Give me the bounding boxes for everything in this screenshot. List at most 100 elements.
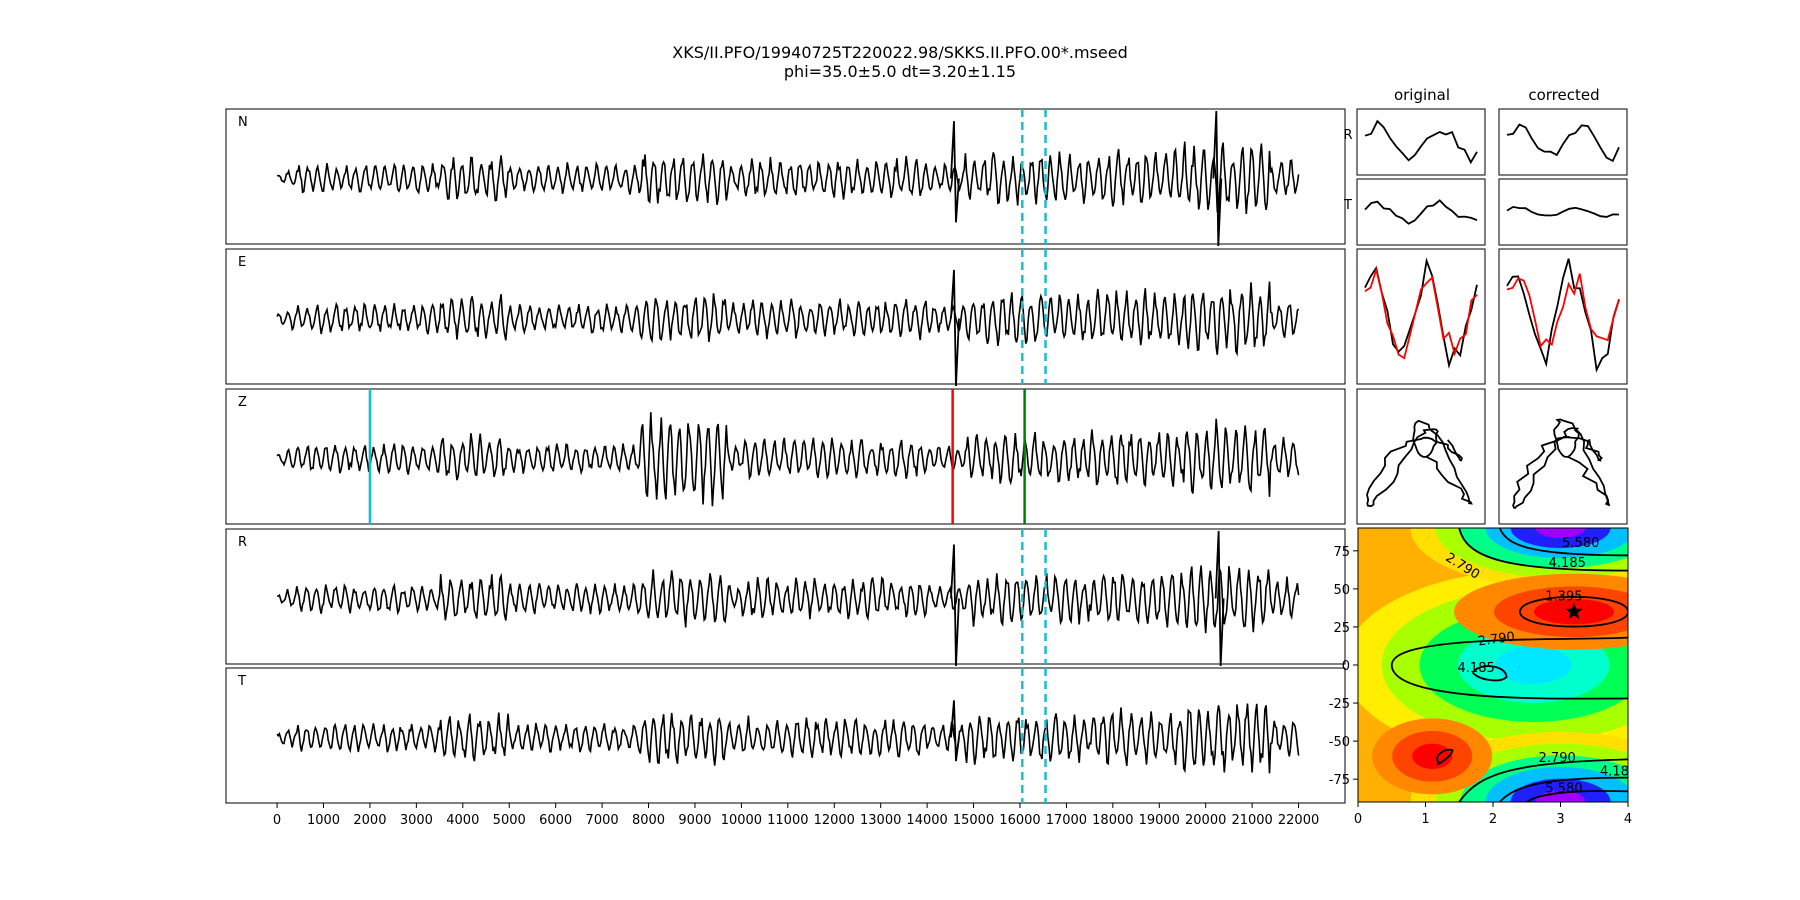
contour-line xyxy=(1519,596,1628,628)
contour-label: 4.18 xyxy=(1600,765,1629,780)
x-tick-label: 1000 xyxy=(307,813,340,828)
x-tick-label: 9000 xyxy=(678,813,711,828)
x-tick-label: 15000 xyxy=(953,813,994,828)
contour-label: 5.580 xyxy=(1545,781,1582,796)
panel-label: T xyxy=(237,674,246,689)
pm-box xyxy=(1498,108,1628,176)
contour-label: 2.790 xyxy=(1477,630,1516,650)
row-label-t: T xyxy=(1343,198,1352,213)
y-tick-label: 75 xyxy=(1333,545,1350,560)
arrival-spike xyxy=(950,544,960,667)
contour-label: 2.790 xyxy=(1539,751,1576,766)
contour-line xyxy=(1471,665,1508,682)
contour-line xyxy=(1499,776,1628,802)
trace-line xyxy=(276,281,1300,357)
x-tick-label: 11000 xyxy=(767,813,808,828)
particle-motion-curve xyxy=(1366,419,1473,508)
panel-label: Z xyxy=(238,395,247,410)
high-misfit-basin xyxy=(1495,646,1572,684)
x-tick-label: 13000 xyxy=(860,813,901,828)
x-tick-label: 5000 xyxy=(493,813,526,828)
panel-frame xyxy=(225,667,1346,804)
transverse-trace xyxy=(1506,205,1620,218)
slow-trace xyxy=(1506,273,1620,349)
panel-n: N xyxy=(225,108,1346,247)
contour-label: 1.395 xyxy=(1545,590,1582,605)
x-tick-label: 8000 xyxy=(632,813,665,828)
arrival-spike xyxy=(950,269,960,387)
fast-trace xyxy=(1364,257,1478,369)
pm-box xyxy=(1356,388,1486,525)
radial-trace xyxy=(1506,123,1620,163)
x-tick-label: 4000 xyxy=(446,813,479,828)
figure-subtitle: phi=35.0±5.0 dt=3.20±1.15 xyxy=(783,62,1017,81)
best-fit-star-icon xyxy=(1565,602,1583,619)
x-tick-label: 0 xyxy=(1354,812,1362,827)
x-tick-label: 20000 xyxy=(1185,813,1226,828)
x-tick-label: 3 xyxy=(1556,812,1564,827)
x-tick-label: 14000 xyxy=(906,813,947,828)
contour-label: 4.185 xyxy=(1458,661,1495,676)
trace-line xyxy=(276,141,1300,215)
y-tick-label: -75 xyxy=(1329,773,1350,788)
particle-motion-panels: original corrected R T xyxy=(1343,86,1628,525)
x-tick-label: 18000 xyxy=(1092,813,1133,828)
contour-line xyxy=(1458,758,1628,802)
panel-z: Z xyxy=(225,388,1346,525)
x-tick-label: 12000 xyxy=(814,813,855,828)
particle-motion-curve xyxy=(1512,418,1611,510)
panel-r: R xyxy=(225,528,1346,667)
error-surface-fill xyxy=(1358,528,1628,802)
arrival-spike xyxy=(950,121,960,223)
panel-label: R xyxy=(238,535,247,550)
y-tick-label: 50 xyxy=(1333,583,1350,598)
panel-e: E xyxy=(225,248,1346,387)
pm-frame xyxy=(1498,248,1628,385)
pm-frame xyxy=(1356,388,1486,525)
column-title-corrected: corrected xyxy=(1528,86,1599,104)
x-tick-label: 6000 xyxy=(539,813,572,828)
x-tick-label: 19000 xyxy=(1139,813,1180,828)
pm-frame xyxy=(1498,388,1628,525)
contour-line xyxy=(1390,636,1628,700)
x-tick-label: 4 xyxy=(1624,812,1632,827)
pm-frame xyxy=(1356,248,1486,385)
row-label-r: R xyxy=(1343,128,1352,143)
radial-trace xyxy=(1364,119,1478,165)
pm-frame xyxy=(1498,108,1628,176)
column-title-original: original xyxy=(1394,86,1450,104)
arrival-spike xyxy=(1212,110,1223,247)
contour-label: 5.580 xyxy=(1562,536,1599,551)
panel-frame xyxy=(225,388,1346,525)
panel-frame xyxy=(225,248,1346,385)
high-misfit-lobe xyxy=(1535,790,1586,802)
x-tick-label: 2000 xyxy=(353,813,386,828)
panel-t: T xyxy=(225,667,1346,804)
arrival-spike xyxy=(1214,530,1225,667)
transverse-trace xyxy=(1364,199,1478,225)
contour-line xyxy=(1436,748,1454,765)
y-tick-label: 25 xyxy=(1333,621,1350,636)
panel-label: N xyxy=(238,115,248,130)
y-tick-label: 0 xyxy=(1342,659,1350,674)
x-tick-label: 3000 xyxy=(400,813,433,828)
error-surface-panel: 5.5804.1852.7901.3952.7904.1852.7904.185… xyxy=(1329,527,1632,827)
pm-frame xyxy=(1356,108,1486,176)
x-tick-label: 21000 xyxy=(1231,813,1272,828)
contour-line xyxy=(1458,528,1628,572)
x-tick-label: 7000 xyxy=(586,813,619,828)
low-misfit-basin xyxy=(1412,743,1453,769)
arrival-spike xyxy=(950,700,960,762)
panel-label: E xyxy=(238,255,246,270)
trace-line xyxy=(276,412,1300,507)
slow-trace xyxy=(1364,266,1478,360)
x-tick-label: 0 xyxy=(273,813,281,828)
x-tick-label: 22000 xyxy=(1278,813,1319,828)
y-tick-label: -25 xyxy=(1329,697,1350,712)
high-misfit-lobe xyxy=(1535,528,1586,538)
y-tick-label: -50 xyxy=(1329,735,1350,750)
x-tick-label: 10000 xyxy=(721,813,762,828)
pm-box xyxy=(1498,178,1628,246)
panel-frame xyxy=(225,108,1346,245)
